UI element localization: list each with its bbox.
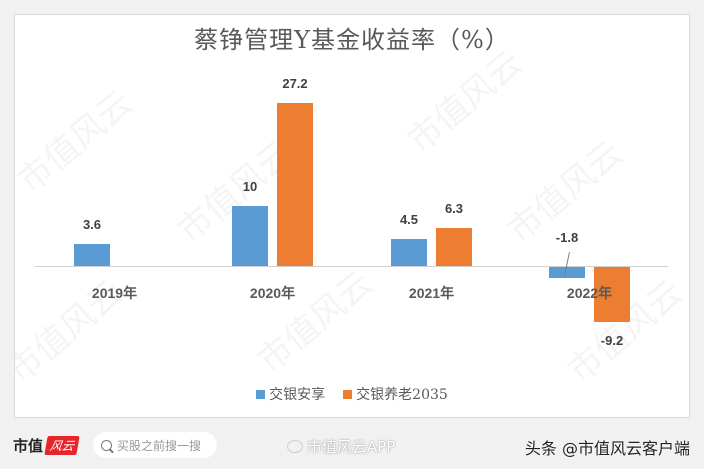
- bar-jiaoyin-anxiang-2019年: [74, 244, 110, 266]
- toutiao-attribution: 头条 @市值风云客户端: [524, 439, 690, 458]
- data-label: 4.5: [399, 212, 419, 227]
- legend-label: 交银安享: [269, 387, 326, 403]
- data-label: -1.8: [555, 230, 579, 245]
- legend-label: 交银养老2035: [356, 387, 448, 403]
- bar-jiaoyin-yanglao-2035-2022年: [594, 267, 630, 323]
- shizhifengyun-logo[interactable]: 市值 风云: [13, 435, 80, 456]
- legend-item-jiaoyin-yanglao-2035: 交银养老2035: [343, 384, 448, 404]
- search-placeholder: 买股之前搜一搜: [117, 438, 202, 453]
- data-label: 27.2: [282, 75, 308, 91]
- chart-frame: 市值风云 市值风云 市值风云 市值风云 市值风云 市值风云 市值风云: [14, 14, 690, 418]
- bar-jiaoyin-anxiang-2022年: [549, 267, 585, 278]
- logo-text: 市值: [13, 437, 44, 455]
- weibo-text: 市值风云APP: [307, 438, 396, 456]
- legend: 交银安享 交银养老2035: [0, 384, 704, 404]
- legend-swatch-orange: [343, 389, 353, 399]
- weibo-icon: [287, 440, 303, 453]
- x-axis-category-label: 2022年: [566, 285, 613, 301]
- data-label: 10: [242, 179, 258, 194]
- legend-item-jiaoyin-anxiang: 交银安享: [256, 384, 325, 404]
- bar-jiaoyin-yanglao-2035-2020年: [277, 102, 313, 266]
- watermark: 市值风云: [245, 257, 381, 382]
- x-axis-category-label: 2020年: [249, 285, 296, 301]
- legend-swatch-blue: [256, 389, 266, 399]
- data-label: 6.3: [444, 201, 464, 217]
- footer: 市值 风云 买股之前搜一搜 市值风云APP 头条 @市值风云客户端: [0, 422, 704, 469]
- x-axis-category-label: 2021年: [408, 285, 455, 301]
- x-axis-line: [35, 266, 668, 267]
- search-icon: [101, 439, 112, 451]
- bar-jiaoyin-yanglao-2035-2021年: [436, 228, 472, 266]
- search-box[interactable]: 买股之前搜一搜: [93, 432, 217, 458]
- logo-badge: 风云: [44, 436, 80, 455]
- weibo-watermark: 市值风云APP: [287, 436, 395, 457]
- watermark: 市值风云: [15, 77, 141, 202]
- data-label: 3.6: [82, 217, 102, 233]
- bar-jiaoyin-anxiang-2021年: [391, 239, 427, 266]
- watermark: 市值风云: [395, 37, 531, 162]
- bar-jiaoyin-anxiang-2020年: [232, 206, 268, 266]
- x-axis-category-label: 2019年: [91, 285, 138, 301]
- data-label: -9.2: [600, 333, 624, 349]
- chart-title: 蔡铮管理Y基金收益率（%）: [194, 26, 510, 54]
